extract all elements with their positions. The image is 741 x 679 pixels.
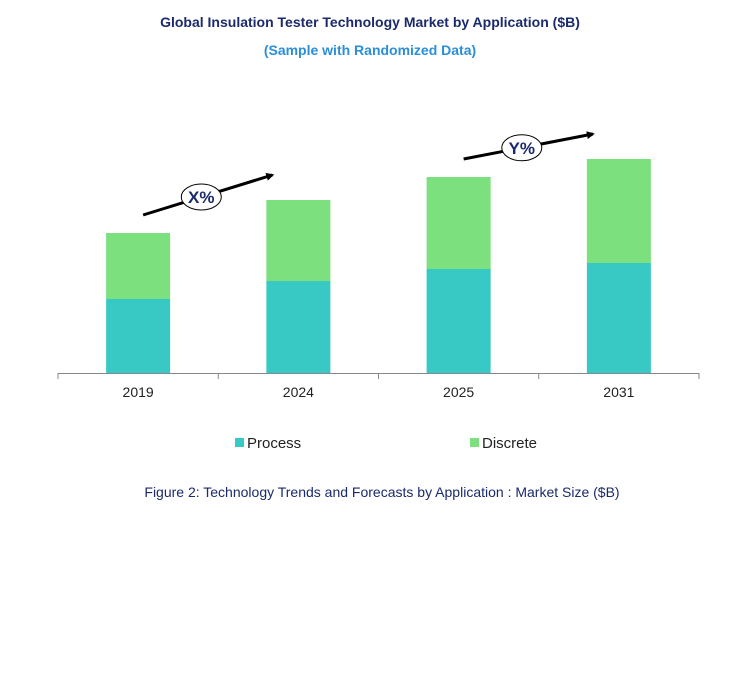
growth-bubble — [501, 134, 543, 162]
growth-label: X% — [188, 188, 214, 207]
legend-label-process: Process — [247, 435, 301, 452]
bar-discrete-2019 — [106, 233, 171, 299]
x-tick-label: 2031 — [603, 384, 634, 400]
figure-caption: Figure 2: Technology Trends and Forecast… — [144, 484, 619, 500]
bar-process-2019 — [106, 299, 171, 373]
chart-title: Global Insulation Tester Technology Mark… — [160, 14, 580, 30]
bar-discrete-2031 — [586, 159, 651, 263]
chart-subtitle: (Sample with Randomized Data) — [264, 42, 476, 58]
bars — [106, 159, 651, 373]
legend-swatch-discrete — [470, 438, 479, 447]
bar-process-2025 — [426, 269, 491, 373]
growth-label: Y% — [509, 139, 535, 158]
annotations: X% Y% — [142, 131, 595, 217]
legend-label-discrete: Discrete — [482, 435, 537, 452]
x-tick-label: 2019 — [123, 384, 154, 400]
x-tick-label: 2025 — [443, 384, 474, 400]
x-tick-label: 2024 — [283, 384, 314, 400]
bar-discrete-2024 — [266, 200, 331, 281]
bar-process-2024 — [266, 281, 331, 373]
legend: Process Discrete — [235, 435, 537, 452]
legend-swatch-process — [235, 438, 244, 447]
x-ticks: 2019 2024 2025 2031 — [57, 373, 700, 400]
bar-process-2031 — [586, 263, 651, 373]
bar-discrete-2025 — [426, 177, 491, 269]
growth-bubble — [180, 183, 222, 211]
